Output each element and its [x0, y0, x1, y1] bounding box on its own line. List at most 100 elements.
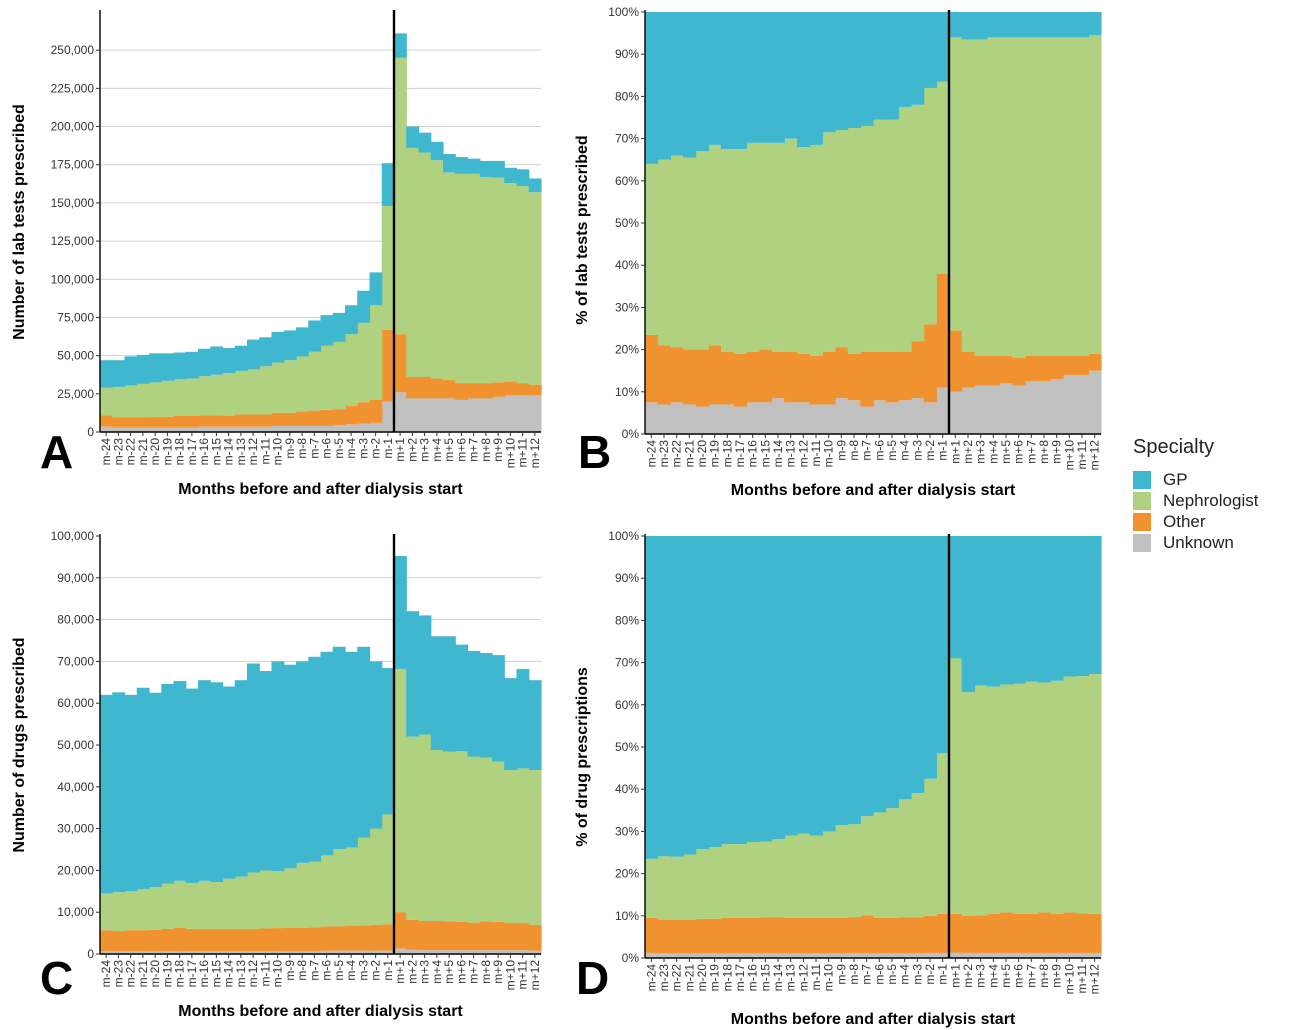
- y-tick-label: 50,000: [57, 349, 94, 363]
- bar-segment: [283, 664, 297, 869]
- bar-segment: [822, 404, 836, 434]
- bar-segment: [516, 383, 530, 396]
- bar-segment: [733, 406, 747, 434]
- bar-segment: [860, 953, 874, 958]
- bar-segment: [784, 917, 798, 954]
- y-tick-label: 10,000: [57, 905, 94, 919]
- y-tick-label: 20,000: [57, 863, 94, 877]
- bar-segment: [733, 917, 747, 954]
- x-tick-label: m-24: [99, 438, 113, 466]
- x-tick-label: m-24: [644, 964, 658, 992]
- bar-segment: [987, 37, 1001, 356]
- bar-segment: [873, 536, 887, 813]
- bar-segment: [911, 398, 925, 434]
- x-tick-label: m-14: [771, 440, 785, 468]
- bar-segment: [406, 611, 420, 737]
- bar-segment: [1050, 952, 1064, 958]
- x-tick-label: m-12: [796, 440, 810, 468]
- bar-segment: [746, 12, 760, 143]
- bar-segment: [528, 950, 542, 954]
- bar-segment: [1063, 952, 1077, 958]
- panel-letter-a: A: [40, 426, 73, 478]
- bar-segment: [357, 950, 371, 954]
- bar-segment: [467, 158, 481, 174]
- x-tick-label: m-10: [822, 964, 836, 992]
- bar-segment: [1075, 12, 1089, 38]
- x-tick-label: m-23: [657, 440, 671, 468]
- bar-segment: [332, 312, 346, 342]
- bar-segment: [185, 951, 199, 954]
- bar-segment: [1063, 676, 1077, 913]
- bar-segment: [987, 355, 1001, 386]
- bar-segment: [332, 926, 346, 951]
- bar-segment: [259, 426, 273, 432]
- bar-segment: [124, 891, 138, 931]
- bar-segment: [308, 656, 322, 862]
- bar-segment: [234, 876, 248, 929]
- x-tick-label: m-6: [872, 964, 886, 985]
- bar-segment: [885, 119, 899, 352]
- bar-segment: [1050, 680, 1064, 914]
- panel-letter-d: D: [576, 952, 609, 1004]
- x-tick-label: m+5: [442, 960, 456, 984]
- bar-segment: [1088, 353, 1102, 371]
- bar-segment: [898, 12, 912, 107]
- x-tick-label: m-17: [733, 964, 747, 992]
- y-tick-label: 60,000: [57, 696, 94, 710]
- bar-segment: [271, 951, 285, 954]
- series-nephrologist: [645, 658, 1102, 921]
- bar-segment: [443, 154, 456, 173]
- bar-segment: [949, 12, 963, 38]
- x-tick-label: m+3: [974, 964, 988, 988]
- bar-segment: [210, 415, 224, 427]
- bar-segment: [987, 536, 1001, 687]
- bar-segment: [835, 347, 849, 399]
- bar-segment: [873, 119, 887, 352]
- bar-segment: [797, 833, 811, 918]
- bar-segment: [357, 837, 371, 926]
- x-tick-label: m+12: [528, 960, 542, 991]
- bar-segment: [987, 385, 1001, 434]
- bar-segment: [771, 917, 785, 954]
- y-tick-label: 175,000: [51, 158, 95, 172]
- x-tick-label: m-21: [136, 438, 150, 466]
- bar-segment: [1012, 913, 1026, 953]
- bar-segment: [357, 322, 371, 403]
- bar-segment: [528, 924, 542, 951]
- bar-segment: [999, 383, 1013, 434]
- y-tick-label: 40,000: [57, 780, 94, 794]
- bar-segment: [406, 919, 420, 950]
- bar-segment: [418, 152, 432, 378]
- bar-segment: [259, 366, 273, 415]
- bar-segment: [149, 929, 162, 952]
- bar-segment: [987, 12, 1001, 38]
- x-tick-label: m-6: [320, 438, 334, 459]
- legend-item-nephrologist: Nephrologist: [1133, 490, 1258, 511]
- bar-segment: [911, 953, 925, 958]
- bar-segment: [1063, 912, 1077, 953]
- bar-segment: [222, 951, 236, 954]
- bar-segment: [809, 835, 823, 918]
- x-tick-label: m+1: [393, 438, 407, 462]
- legend-label-other: Other: [1163, 511, 1206, 531]
- bar-segment: [1037, 381, 1051, 434]
- bar-segment: [974, 952, 988, 958]
- x-tick-label: m-6: [872, 440, 886, 461]
- bar-segment: [1063, 355, 1077, 375]
- x-tick-label: m-5: [332, 960, 346, 981]
- bar-segment: [974, 536, 988, 686]
- series-nephrologist: [100, 57, 542, 418]
- y-tick-label: 60%: [615, 698, 639, 712]
- bar-segment: [369, 950, 383, 954]
- bar-segment: [759, 536, 773, 842]
- x-tick-label: m+4: [986, 440, 1000, 464]
- bar-segment: [746, 841, 760, 918]
- bar-segment: [259, 928, 273, 952]
- x-tick-label: m-7: [307, 960, 321, 981]
- x-tick-label: m+7: [1024, 964, 1038, 988]
- x-tick-label: m-21: [136, 960, 150, 988]
- bar-segment: [1088, 370, 1102, 434]
- bar-segment: [822, 831, 836, 918]
- bar-segment: [381, 329, 395, 402]
- bar-segment: [149, 382, 162, 417]
